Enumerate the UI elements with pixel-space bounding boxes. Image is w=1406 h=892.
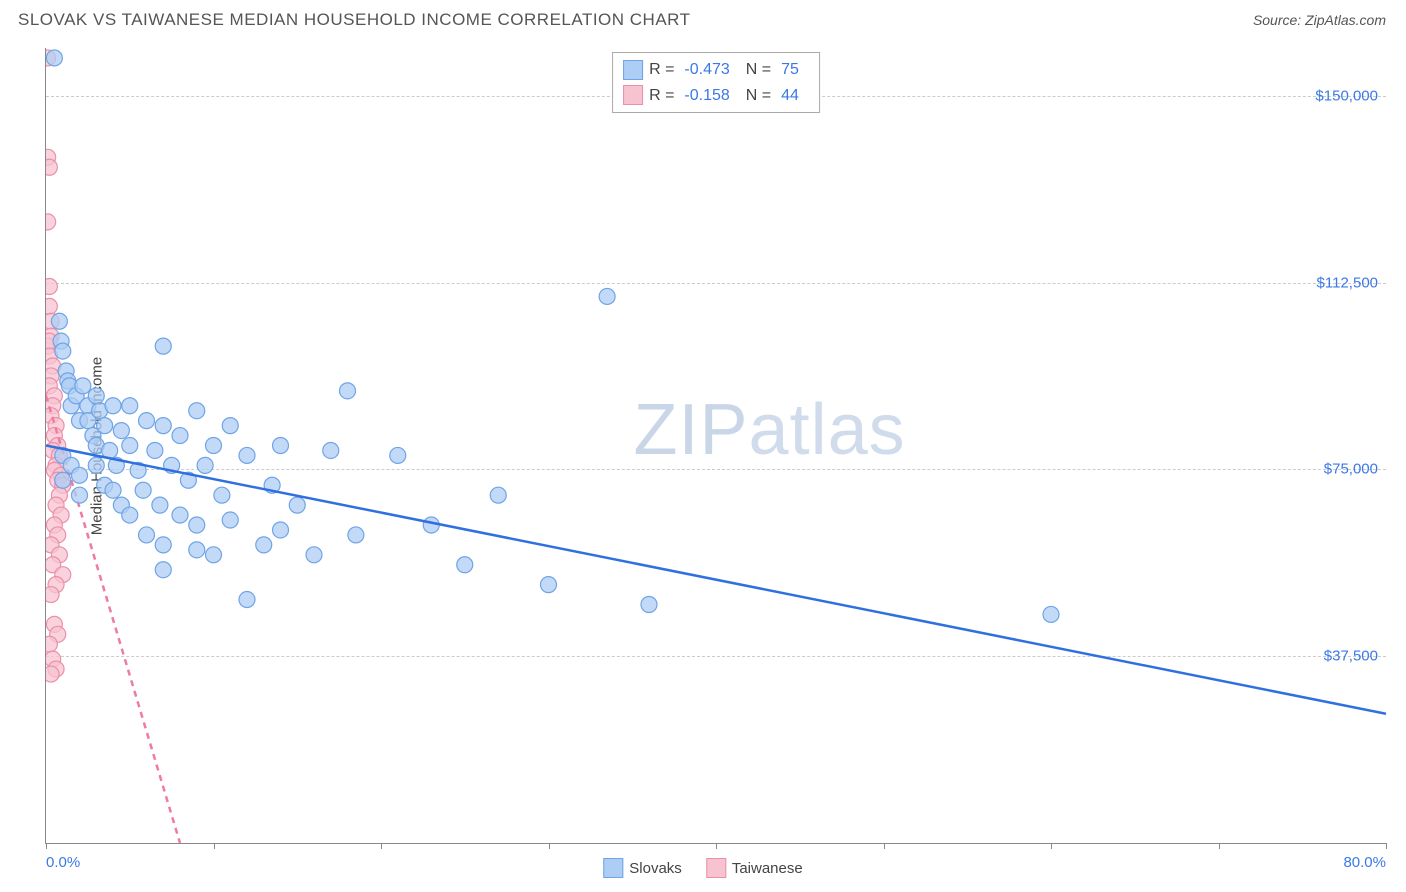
x-tick [381,843,382,849]
legend-label-taiwanese: Taiwanese [732,860,803,877]
source-attribution: Source: ZipAtlas.com [1253,12,1386,28]
correlation-legend: R = -0.473 N = 75 R = -0.158 N = 44 [612,52,820,113]
x-tick [214,843,215,849]
chart-plot-area: ZIPatlas R = -0.473 N = 75 R = -0.158 N … [45,48,1386,844]
x-tick [1051,843,1052,849]
r-label: R = [649,83,674,109]
n-label: N = [746,57,771,83]
legend-item-slovaks: Slovaks [603,858,682,878]
x-tick [549,843,550,849]
x-tick [46,843,47,849]
x-axis-min-label: 0.0% [46,854,80,871]
legend-item-taiwanese: Taiwanese [706,858,803,878]
r-value-slovaks: -0.473 [684,57,729,83]
n-value-taiwanese: 44 [781,83,799,109]
x-tick [1386,843,1387,849]
r-value-taiwanese: -0.158 [684,83,729,109]
chart-header: SLOVAK VS TAIWANESE MEDIAN HOUSEHOLD INC… [0,0,1406,38]
r-label: R = [649,57,674,83]
legend-row-slovaks: R = -0.473 N = 75 [623,57,809,83]
swatch-taiwanese [706,858,726,878]
series-legend: Slovaks Taiwanese [603,858,802,878]
swatch-slovaks [603,858,623,878]
legend-row-taiwanese: R = -0.158 N = 44 [623,83,809,109]
n-value-slovaks: 75 [781,57,799,83]
swatch-slovaks [623,60,643,80]
x-tick [1219,843,1220,849]
scatter-svg [46,48,1386,843]
legend-label-slovaks: Slovaks [629,860,682,877]
x-tick [716,843,717,849]
swatch-taiwanese [623,85,643,105]
n-label: N = [746,83,771,109]
x-tick [884,843,885,849]
x-axis-max-label: 80.0% [1343,854,1386,871]
chart-title: SLOVAK VS TAIWANESE MEDIAN HOUSEHOLD INC… [18,10,691,30]
